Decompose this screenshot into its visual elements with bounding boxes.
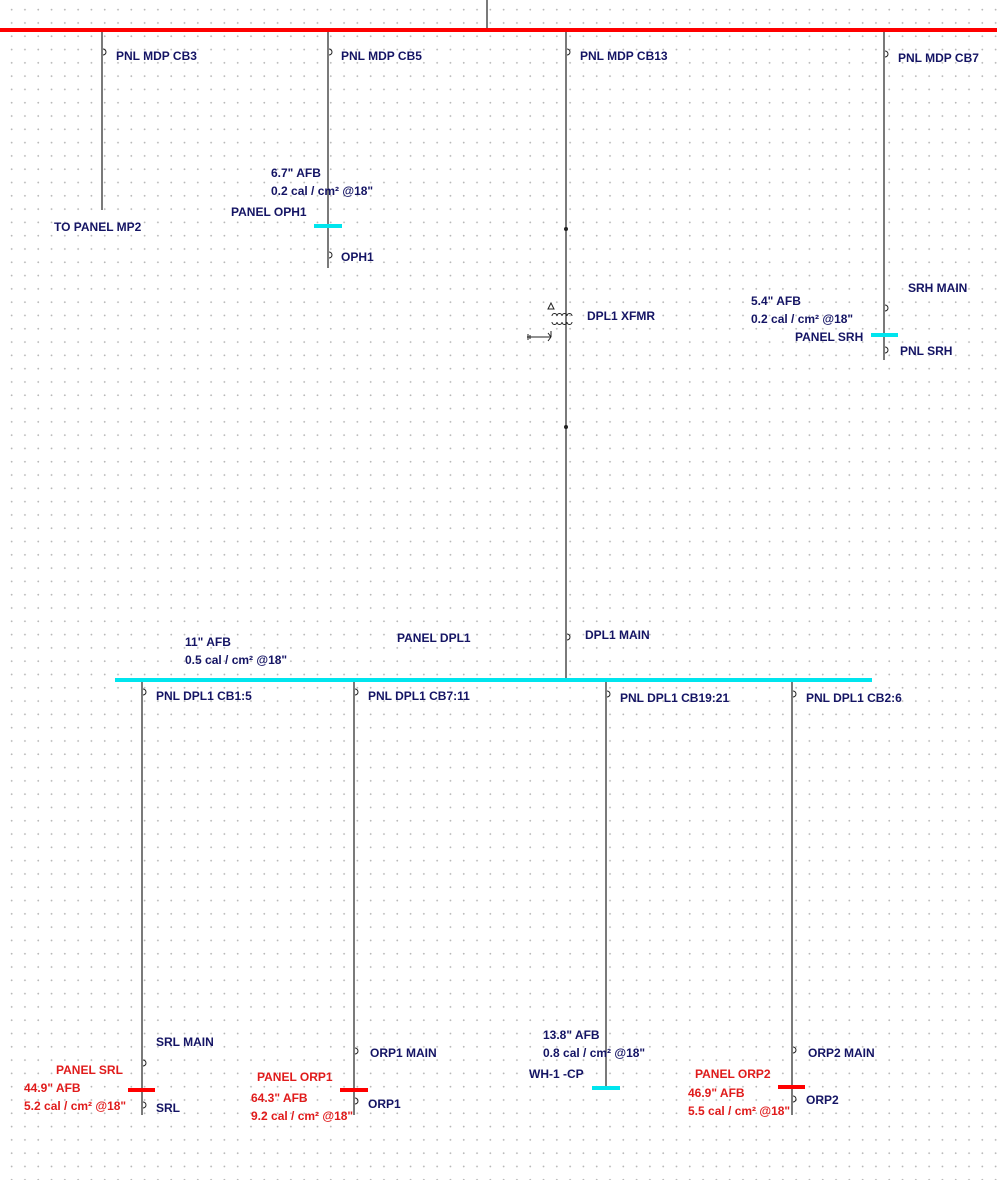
srh-panel-label: PANEL SRH	[795, 330, 864, 344]
orp1-energy: 9.2 cal / cm² @18"	[251, 1109, 354, 1123]
orp2-afb: 46.9" AFB	[688, 1086, 745, 1100]
feeder-label: PNL DPL1 CB19:21	[620, 691, 730, 705]
cb7-label: PNL MDP CB7	[898, 51, 979, 65]
orp1-sub-label: ORP1	[368, 1097, 401, 1111]
oph1-main-label: OPH1	[341, 250, 374, 264]
oph1-panel-label: PANEL OPH1	[231, 205, 307, 219]
orp2-sub-label: ORP2	[806, 1093, 839, 1107]
dpl1-afb: 11" AFB	[185, 635, 231, 649]
srl-main-label: SRL MAIN	[156, 1035, 214, 1049]
cb3-label: PNL MDP CB3	[116, 49, 197, 63]
cb5-label: PNL MDP CB5	[341, 49, 422, 63]
xfmr-label: DPL1 XFMR	[587, 309, 656, 323]
orp2-main-label: ORP2 MAIN	[808, 1046, 875, 1060]
orp1-bus[interactable]	[340, 1088, 368, 1092]
srl-afb: 44.9" AFB	[24, 1081, 81, 1095]
srh-afb: 5.4" AFB	[751, 294, 801, 308]
srh-bus[interactable]	[871, 333, 898, 337]
srl-panel-label: PANEL SRL	[56, 1063, 123, 1077]
cb13-label: PNL MDP CB13	[580, 49, 668, 63]
orp1-main-label: ORP1 MAIN	[370, 1046, 437, 1060]
wh1-afb: 13.8" AFB	[543, 1028, 600, 1042]
feeder-label: PNL DPL1 CB1:5	[156, 689, 252, 703]
oph1-energy: 0.2 cal / cm² @18"	[271, 184, 374, 198]
orp1-panel-label: PANEL ORP1	[257, 1070, 333, 1084]
oph1-afb: 6.7" AFB	[271, 166, 321, 180]
wh1-energy: 0.8 cal / cm² @18"	[543, 1046, 646, 1060]
orp2-energy: 5.5 cal / cm² @18"	[688, 1104, 791, 1118]
dpl1-bus[interactable]	[115, 678, 872, 682]
breaker-icon[interactable]	[102, 48, 889, 1109]
orp2-bus[interactable]	[778, 1085, 805, 1089]
srl-bus[interactable]	[128, 1088, 155, 1092]
srh-energy: 0.2 cal / cm² @18"	[751, 312, 854, 326]
transformer-icon[interactable]	[527, 301, 573, 342]
node-dot	[564, 425, 568, 429]
cb3-dest-label: TO PANEL MP2	[54, 220, 142, 234]
orp1-afb: 64.3" AFB	[251, 1091, 308, 1105]
oph1-bus[interactable]	[314, 224, 342, 228]
srh-main-label: SRH MAIN	[908, 281, 968, 295]
orp2-panel-label: PANEL ORP2	[695, 1067, 771, 1081]
feeder-label: PNL DPL1 CB2:6	[806, 691, 902, 705]
wh1-panel-label: WH-1 -CP	[529, 1067, 584, 1081]
feeder-label: PNL DPL1 CB7:11	[368, 689, 470, 703]
node-dot	[564, 227, 568, 231]
srh-sub-label: PNL SRH	[900, 344, 953, 358]
dpl1-panel-label: PANEL DPL1	[397, 631, 471, 645]
wh1-cp-bus[interactable]	[592, 1086, 620, 1090]
srl-sub-label: SRL	[156, 1101, 180, 1115]
dpl1-main-label: DPL1 MAIN	[585, 628, 650, 642]
dpl1-energy: 0.5 cal / cm² @18"	[185, 653, 288, 667]
mdp-main-bus[interactable]	[0, 28, 997, 32]
srl-energy: 5.2 cal / cm² @18"	[24, 1099, 127, 1113]
